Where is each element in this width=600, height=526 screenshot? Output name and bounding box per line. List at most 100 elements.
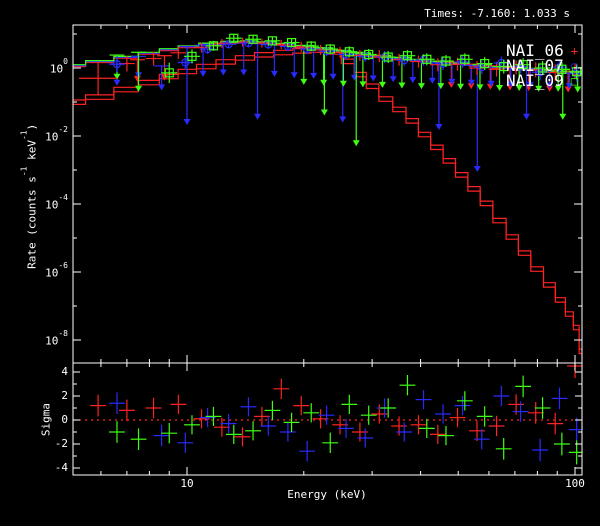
square-marker	[480, 58, 490, 69]
circle-marker	[458, 57, 467, 67]
y-tick-label: 10-6	[45, 261, 68, 280]
upper-limit-arrow	[565, 83, 573, 90]
square-marker	[383, 52, 393, 62]
sigma-tick-label: -2	[54, 437, 68, 450]
square-marker	[537, 63, 548, 73]
upper-limit-arrow	[467, 83, 475, 90]
upper-limit-arrow	[447, 81, 455, 88]
y-tick-label: 10-4	[45, 193, 68, 212]
square-marker	[499, 61, 509, 72]
circle-marker	[181, 58, 190, 67]
upper-limit-arrow	[559, 113, 567, 120]
square-marker	[286, 37, 297, 48]
legend-label-nai09: NAI_09	[505, 71, 564, 90]
upper-limit-arrow	[329, 73, 337, 80]
circle-marker	[555, 63, 564, 72]
upper-limit-arrow	[437, 83, 445, 90]
upper-limit-arrow	[113, 79, 121, 86]
upper-limit-arrow	[506, 84, 514, 91]
square-marker	[229, 33, 239, 43]
upper-limit-arrow	[254, 113, 262, 120]
square-marker	[518, 60, 528, 70]
square-marker	[441, 56, 451, 66]
square-marker	[248, 34, 258, 44]
upper-limit-arrow	[219, 69, 227, 76]
x-tick-label: 100	[565, 477, 585, 490]
upper-limit-arrow	[526, 81, 534, 88]
upper-limit-arrow	[546, 85, 554, 92]
upper-limit-arrow	[487, 80, 495, 87]
sigma-panel-series	[73, 363, 582, 465]
upper-limit-arrow	[523, 113, 531, 120]
upper-limit-arrow	[199, 70, 207, 77]
upper-limit-arrow	[515, 85, 523, 92]
main-panel-series	[73, 33, 582, 355]
upper-limit-arrow	[496, 85, 504, 92]
square-marker	[557, 64, 567, 74]
upper-limit-arrow	[574, 86, 582, 93]
y-tick-label: 10-8	[45, 329, 68, 348]
square-marker	[460, 54, 470, 64]
circle-marker	[516, 62, 525, 71]
upper-limit-arrow	[417, 83, 425, 90]
upper-limit-arrow	[339, 116, 347, 123]
square-marker-icon: □	[570, 73, 578, 88]
upper-limit-arrow	[135, 85, 143, 92]
plus-marker-icon: +	[570, 43, 578, 58]
upper-limit-arrow	[270, 70, 278, 77]
upper-limit-arrow	[473, 166, 481, 173]
upper-limit-arrow	[352, 140, 360, 147]
sigma-tick-label: -4	[54, 461, 68, 474]
times-annotation: Times: -7.160: 1.033 s	[424, 7, 570, 20]
square-marker	[267, 36, 278, 46]
upper-limit-arrow	[535, 85, 543, 92]
model-component-line-2	[73, 47, 582, 350]
upper-limit-arrow	[290, 72, 298, 79]
x-tick-label: 10	[180, 477, 194, 490]
legend-item-nai06: NAI_06 +	[506, 41, 578, 60]
y-tick-label: 10-2	[45, 125, 68, 144]
upper-limit-arrow	[476, 84, 484, 91]
square-marker	[422, 54, 432, 64]
circle-marker-icon: ○	[570, 58, 578, 73]
upper-limit-arrow	[398, 82, 406, 89]
upper-limit-arrow	[467, 79, 475, 86]
square-marker	[208, 41, 219, 51]
square-marker	[364, 49, 374, 60]
upper-limit-arrow	[320, 79, 328, 86]
upper-limit-arrow	[133, 75, 141, 82]
upper-limit-arrow	[310, 72, 318, 79]
square-marker	[402, 51, 413, 61]
sigma-panel-frame	[72, 362, 583, 476]
upper-limit-arrow	[339, 80, 347, 87]
upper-limit-arrow	[448, 78, 456, 85]
upper-limit-arrow	[320, 109, 328, 116]
sigma-tick-label: 2	[61, 389, 68, 402]
upper-limit-arrow	[359, 81, 367, 88]
upper-limit-arrow	[158, 84, 166, 91]
upper-limit-arrow	[546, 82, 554, 89]
upper-limit-arrow	[389, 76, 397, 83]
upper-limit-arrow	[507, 81, 515, 88]
legend-label-nai06: NAI_06	[505, 41, 564, 60]
square-marker	[306, 41, 316, 51]
upper-limit-arrow	[409, 77, 417, 84]
upper-limit-arrow	[240, 69, 248, 76]
circle-marker	[224, 40, 233, 49]
upper-limit-arrow	[554, 85, 562, 92]
circle-marker	[112, 60, 122, 69]
energy-axis-label: Energy (keV)	[287, 488, 367, 501]
legend-item-nai07: NAI_07 ○	[506, 56, 578, 75]
y-tick-label: 100	[49, 57, 68, 76]
upper-limit-arrow	[300, 78, 308, 85]
legend-item-nai09: NAI_09 □	[506, 71, 578, 90]
square-marker	[187, 51, 197, 61]
upper-limit-arrow	[369, 75, 377, 82]
upper-limit-arrow	[435, 124, 443, 131]
upper-limit-arrow	[378, 81, 386, 88]
sigma-tick-label: 0	[61, 413, 68, 426]
legend-label-nai07: NAI_07	[505, 56, 564, 75]
sigma-tick-label: 4	[61, 365, 68, 378]
